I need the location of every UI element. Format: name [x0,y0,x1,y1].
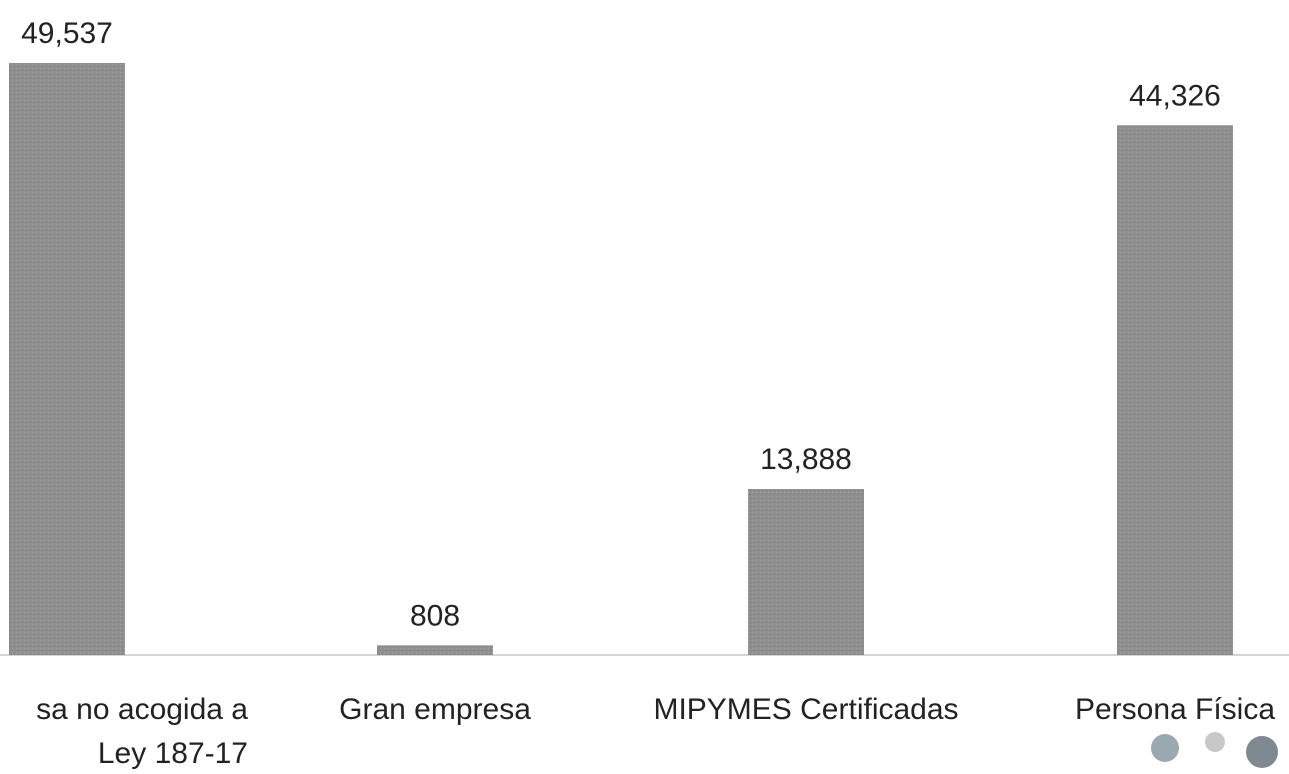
value-label: 808 [410,599,460,632]
value-label: 49,537 [21,17,113,50]
category-label: sa no acogida a Ley 187-17 [36,693,248,770]
bar [377,645,493,655]
value-label: 13,888 [760,443,852,476]
category-label: Gran empresa [339,693,531,726]
logo [1151,732,1278,768]
bar [9,63,125,655]
bar [1117,125,1233,655]
category-label: MIPYMES Certificadas [653,693,959,726]
category-label: Persona Física [1074,693,1276,726]
bar [748,489,864,655]
value-label: 44,326 [1129,79,1221,112]
